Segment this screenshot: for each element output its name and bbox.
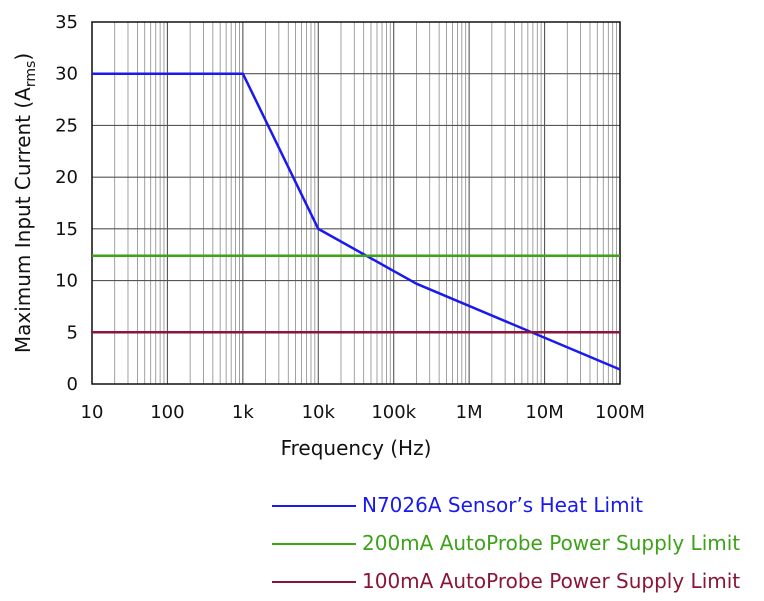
legend: N7026A Sensor’s Heat Limit 200mA AutoProb…	[272, 493, 740, 593]
y-tick-label: 0	[67, 374, 78, 395]
x-tick-label: 10M	[525, 402, 563, 423]
series-line-1	[92, 72, 621, 371]
x-tick-label: 100	[150, 402, 184, 423]
x-tick-label: 1k	[232, 402, 254, 423]
minor-grid	[114, 22, 617, 384]
x-tick-label: 10k	[302, 402, 336, 423]
y-axis-label-close: )	[11, 53, 35, 61]
legend-label-2: 200mA AutoProbe Power Supply Limit	[362, 531, 740, 555]
x-tick-label: 100M	[595, 402, 645, 423]
y-axis-ticks: 0 5 10 15 20 25 30 35	[55, 12, 78, 395]
y-tick-label: 25	[55, 115, 78, 136]
x-tick-label: 100k	[371, 402, 416, 423]
y-tick-label: 20	[55, 167, 78, 188]
y-axis-label-main: Maximum Input Current (A	[11, 87, 35, 353]
x-tick-label: 1M	[456, 402, 483, 423]
series-layer	[92, 72, 621, 371]
x-axis-label: Frequency (Hz)	[281, 436, 432, 460]
legend-label-1: N7026A Sensor’s Heat Limit	[362, 493, 643, 517]
y-tick-label: 30	[55, 64, 78, 85]
y-tick-label: 35	[55, 12, 78, 33]
legend-label-3: 100mA AutoProbe Power Supply Limit	[362, 569, 740, 593]
y-tick-label: 15	[55, 219, 78, 240]
y-tick-label: 5	[67, 322, 78, 343]
x-axis-ticks: 10 100 1k 10k 100k 1M 10M 100M	[81, 402, 645, 423]
plot-frame	[91, 21, 621, 385]
y-axis-label: Maximum Input Current (Arms)	[11, 53, 39, 353]
x-tick-label: 10	[81, 402, 104, 423]
y-tick-label: 10	[55, 271, 78, 292]
y-axis-label-subscript: rms	[23, 61, 39, 87]
